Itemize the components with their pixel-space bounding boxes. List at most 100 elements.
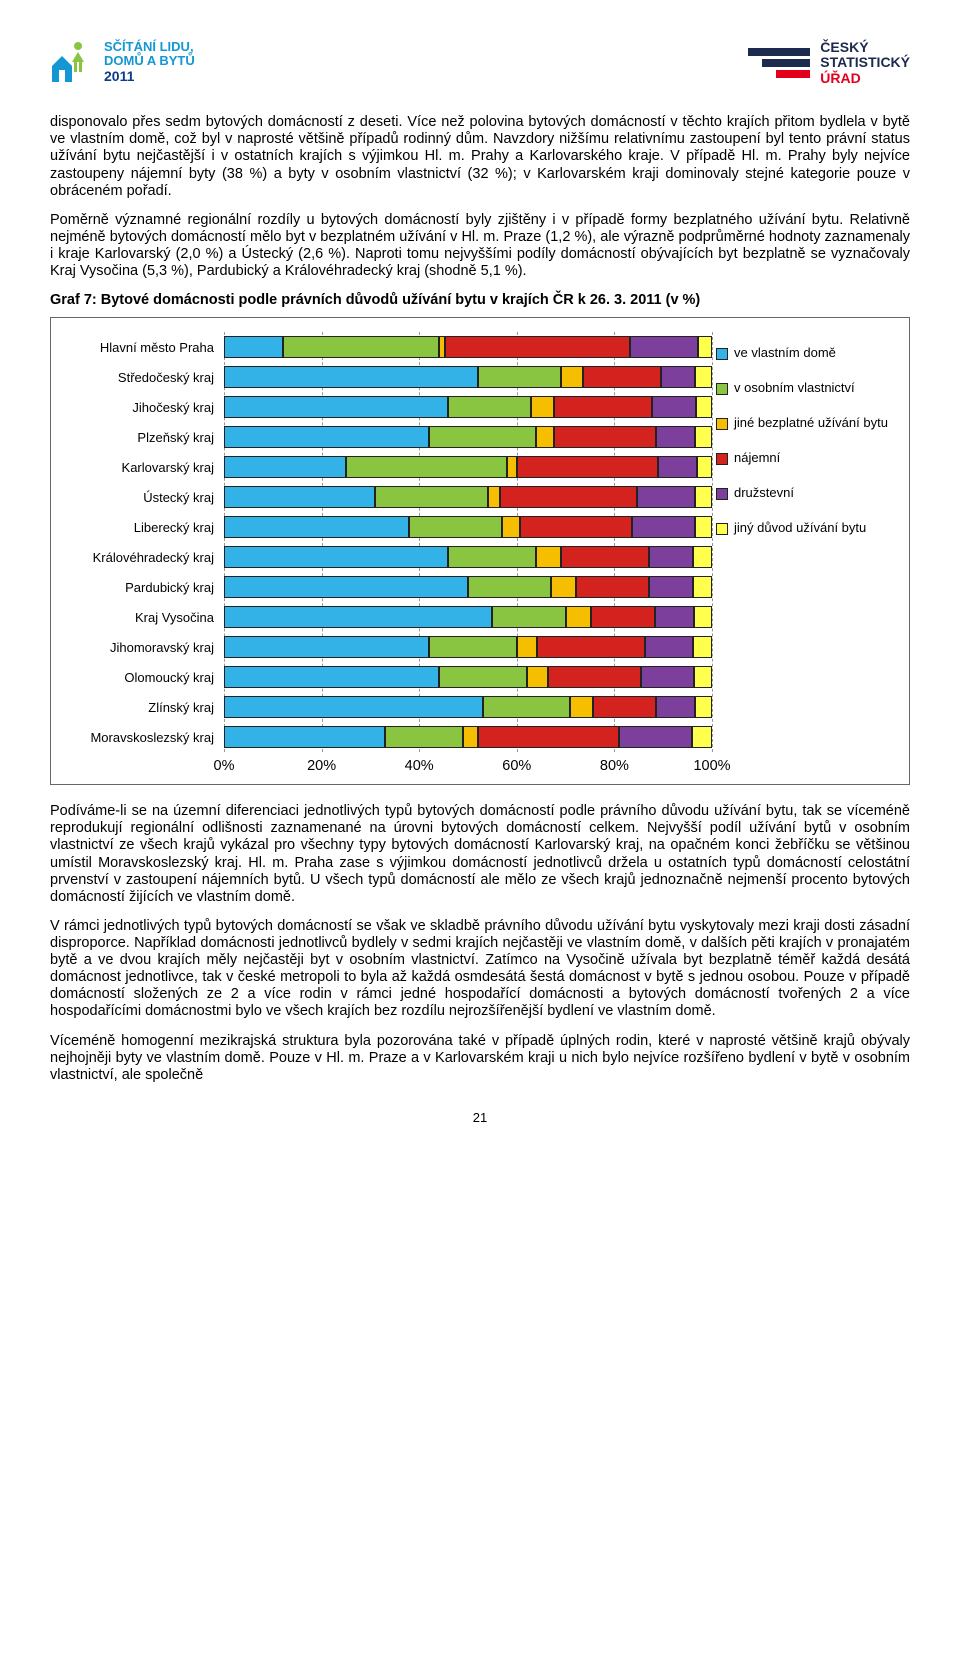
bar-segment [692,726,712,748]
bar-segment [488,486,501,508]
y-axis-label: Ústecký kraj [65,482,220,512]
bar-segment [500,486,637,508]
bar-segment [655,606,694,628]
bar-row [224,486,712,508]
y-axis-label: Plzeňský kraj [65,422,220,452]
chart-container: Hlavní město PrahaStředočeský krajJihoče… [50,317,910,785]
chart-plot-area [224,332,712,752]
y-axis-label: Hlavní město Praha [65,332,220,362]
bar-segment [661,366,695,388]
paragraph: Poměrně významné regionální rozdíly u by… [50,212,910,280]
legend-item: v osobním vlastnictví [716,381,891,396]
bar-segment [478,366,561,388]
bar-segment [554,426,656,448]
chart-x-axis: 0%20%40%60%80%100% [224,758,712,776]
bar-row [224,576,712,598]
bar-segment [483,696,571,718]
logo-line: STATISTICKÝ [820,55,910,70]
y-axis-label: Karlovarský kraj [65,452,220,482]
bar-row [224,546,712,568]
page-header: SČÍTÁNÍ LIDU, DOMŮ A BYTŮ 2011 ČESKÝ STA… [50,40,910,86]
bar-segment [632,516,695,538]
legend-swatch [716,383,728,395]
bar-segment [548,666,641,688]
logo-line: DOMŮ A BYTŮ [104,54,195,68]
gridline [712,332,713,752]
y-axis-label: Jihomoravský kraj [65,632,220,662]
bar-segment [224,336,283,358]
bar-segment [561,366,583,388]
bar-segment [694,606,712,628]
bar-segment [224,546,448,568]
gridline [224,332,225,752]
bar-segment [658,456,697,478]
bar-row [224,636,712,658]
bar-segment [570,696,592,718]
paragraph: V rámci jednotlivých typů bytových domác… [50,918,910,1021]
bar-segment [224,516,409,538]
y-axis-label: Liberecký kraj [65,512,220,542]
legend-item: nájemní [716,451,891,466]
legend-swatch [716,348,728,360]
bar-segment [385,726,463,748]
y-axis-label: Moravskoslezský kraj [65,722,220,752]
y-axis-label: Jihočeský kraj [65,392,220,422]
bar-segment [576,576,649,598]
x-axis-tick: 100% [693,758,730,775]
legend-label: jiný důvod užívání bytu [734,521,866,536]
bar-row [224,606,712,628]
bar-segment [536,426,554,448]
y-axis-label: Královéhradecký kraj [65,542,220,572]
bar-segment [224,576,468,598]
bar-segment [554,396,652,418]
bar-row [224,396,712,418]
gridline [419,332,420,752]
bar-segment [224,396,448,418]
chart-title: Graf 7: Bytové domácnosti podle právních… [50,292,910,309]
y-axis-label: Zlínský kraj [65,692,220,722]
bar-segment [517,636,537,658]
bar-segment [537,636,644,658]
bar-segment [695,516,712,538]
legend-label: družstevní [734,486,794,501]
gridline [322,332,323,752]
legend-swatch [716,453,728,465]
bar-segment [478,726,620,748]
bar-segment [224,636,429,658]
bar-segment [346,456,507,478]
bar-segment [566,606,592,628]
bar-segment [375,486,487,508]
bar-segment [591,606,654,628]
bar-row [224,456,712,478]
legend-label: jiné bezplatné užívání bytu [734,416,888,431]
bar-segment [695,486,712,508]
y-axis-label: Olomoucký kraj [65,662,220,692]
bar-segment [583,366,661,388]
logo-line: ÚŘAD [820,71,910,86]
y-axis-label: Středočeský kraj [65,362,220,392]
bar-segment [224,456,346,478]
bar-segment [224,366,478,388]
bar-segment [697,456,712,478]
legend-label: v osobním vlastnictví [734,381,855,396]
x-axis-tick: 80% [600,758,629,775]
bar-segment [429,426,536,448]
bar-segment [531,396,554,418]
bar-row [224,516,712,538]
bar-segment [448,396,531,418]
paragraph: disponovalo přes sedm bytových domácnost… [50,114,910,200]
bar-segment [502,516,520,538]
bar-segment [439,666,527,688]
bar-segment [224,696,483,718]
bar-row [224,366,712,388]
bar-segment [693,546,712,568]
legend-swatch [716,488,728,500]
chart-legend: ve vlastním doměv osobním vlastnictvíjin… [716,332,891,556]
bar-segment [630,336,698,358]
bar-segment [468,576,551,598]
logo-csu-text: ČESKÝ STATISTICKÝ ÚŘAD [820,40,910,86]
bar-segment [536,546,561,568]
bar-segment [645,636,694,658]
paragraph: Podíváme-li se na územní diferenciaci je… [50,803,910,906]
y-axis-label: Kraj Vysočina [65,602,220,632]
